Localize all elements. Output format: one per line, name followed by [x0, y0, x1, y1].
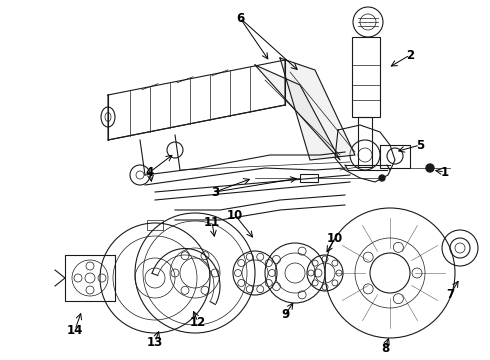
Text: 14: 14: [67, 324, 83, 337]
Circle shape: [379, 175, 385, 181]
Circle shape: [426, 164, 434, 172]
Text: 13: 13: [147, 336, 163, 348]
Text: 5: 5: [416, 139, 424, 152]
Polygon shape: [255, 65, 340, 160]
Text: 8: 8: [381, 342, 389, 355]
Text: 6: 6: [236, 12, 244, 24]
Text: 2: 2: [406, 49, 414, 62]
Bar: [147, 220, 163, 230]
Text: 10: 10: [327, 231, 343, 244]
Polygon shape: [280, 58, 355, 160]
Bar: [352, 37, 380, 117]
Bar: [300, 174, 318, 182]
Text: 11: 11: [204, 216, 220, 229]
Text: 3: 3: [211, 185, 219, 198]
Text: 9: 9: [281, 309, 289, 321]
Bar: [358, 117, 372, 167]
Text: 1: 1: [441, 166, 449, 179]
Text: 4: 4: [146, 166, 154, 179]
Text: 12: 12: [190, 315, 206, 328]
Bar: [65, 255, 115, 301]
Text: 10: 10: [227, 208, 243, 221]
Text: 7: 7: [446, 288, 454, 302]
